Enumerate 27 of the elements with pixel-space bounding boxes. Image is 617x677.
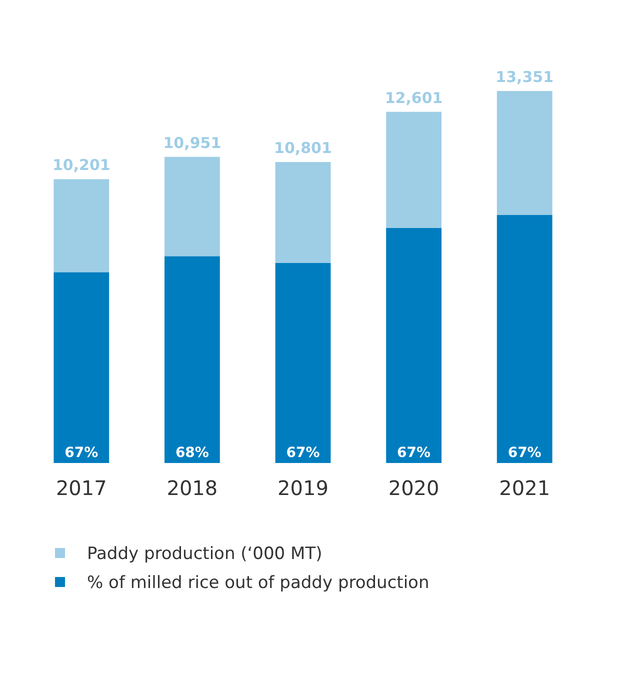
- bar: [386, 112, 442, 228]
- bar: [54, 179, 110, 272]
- annotation: 10,801: [274, 139, 332, 158]
- bar: [275, 262, 331, 463]
- x-tick-label: 2017: [56, 476, 107, 500]
- x-tick-label: 2021: [499, 476, 550, 500]
- x-tick-label: 2020: [388, 476, 440, 500]
- annotation: 67%: [508, 445, 542, 461]
- x-tick-label: 2018: [166, 476, 218, 500]
- annotation: 13,351: [496, 68, 554, 86]
- legend-label: % of milled rice out of paddy production: [87, 573, 430, 593]
- annotation: 67%: [397, 445, 431, 461]
- annotation: 10,951: [163, 134, 222, 152]
- annotation: 12,601: [384, 88, 443, 107]
- annotation: 67%: [64, 445, 98, 461]
- annotation: 68%: [175, 445, 209, 461]
- bar: [386, 228, 442, 463]
- annotation: 67%: [286, 445, 320, 461]
- bar: [496, 91, 552, 215]
- bar: [54, 272, 110, 463]
- bar: [275, 162, 331, 263]
- bar: [164, 156, 220, 256]
- bar: [496, 214, 552, 463]
- legend-label: Paddy production (‘000 MT): [87, 544, 322, 564]
- annotation: 10,201: [52, 156, 110, 174]
- bar: [164, 256, 220, 463]
- x-tick-label: 2019: [278, 476, 328, 500]
